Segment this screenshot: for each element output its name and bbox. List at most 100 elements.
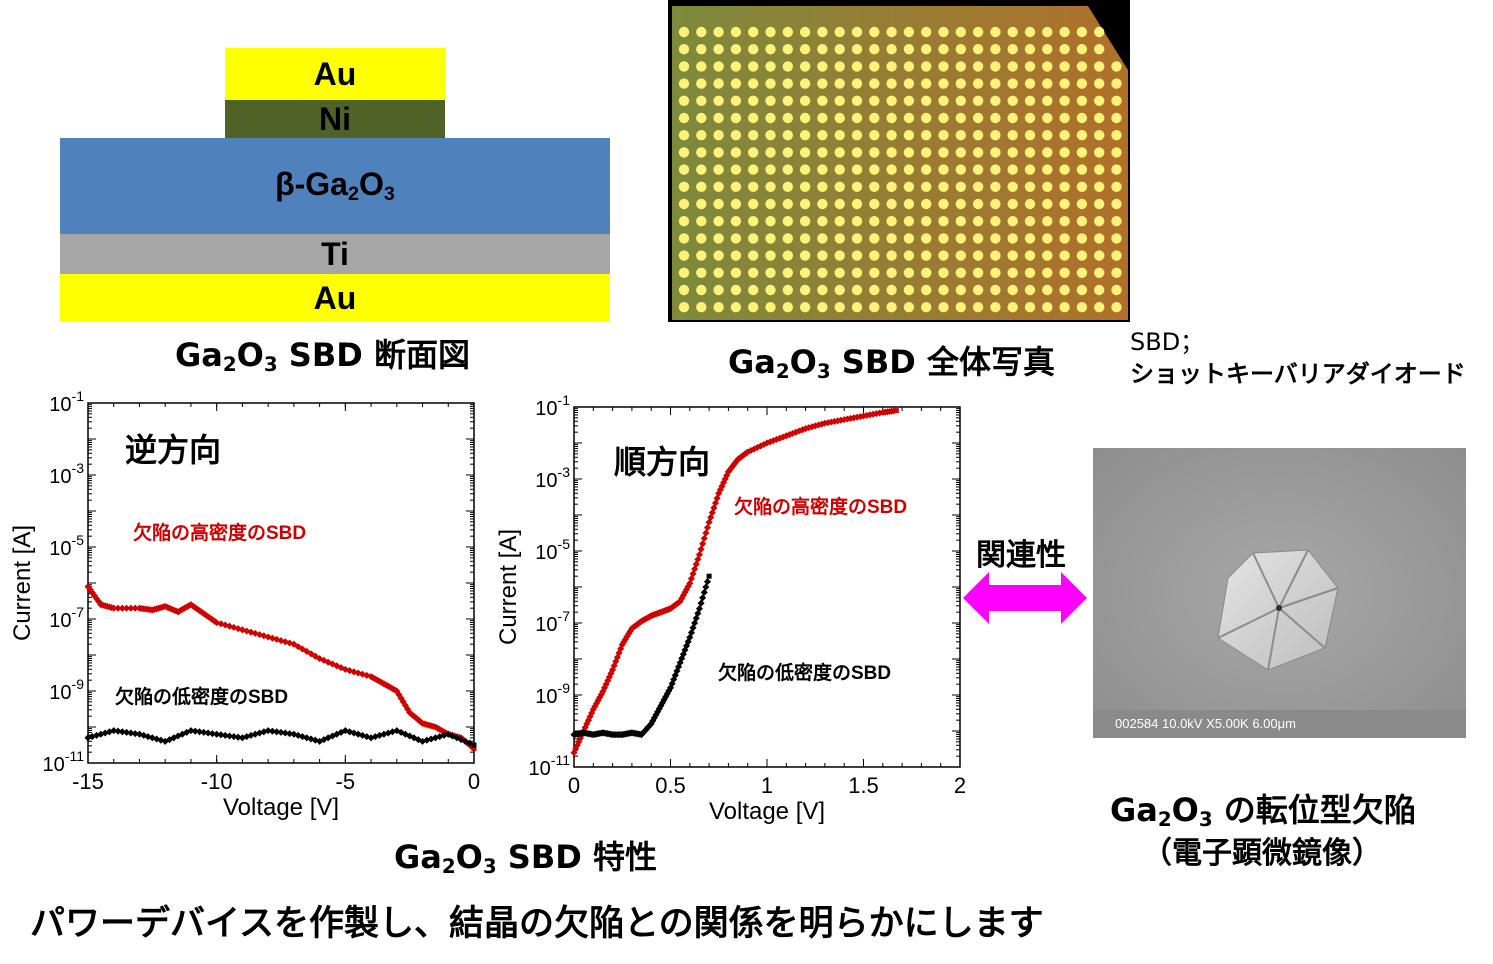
pad-dot	[1111, 284, 1122, 296]
pad-dot	[921, 164, 932, 175]
pad-dot	[696, 302, 707, 313]
device-photo-image	[672, 6, 1128, 320]
pad-dot	[678, 302, 690, 313]
pad-dot	[1042, 95, 1053, 107]
pad-dot	[921, 267, 932, 278]
x-tick-label: 1.5	[848, 773, 879, 798]
pad-dot	[765, 147, 776, 158]
pad-dot	[921, 95, 932, 107]
pad-dot	[1042, 164, 1053, 175]
data-point	[264, 727, 272, 735]
pad-dot	[938, 233, 949, 244]
pad-dot	[1042, 147, 1053, 158]
pad-dot	[1059, 302, 1070, 313]
pad-dot	[1042, 250, 1053, 261]
pad-dot	[1024, 302, 1036, 313]
pad-dot	[990, 181, 1001, 192]
pad-dot	[903, 284, 915, 296]
series-label-high: 欠陥の高密度のSBD	[734, 495, 907, 518]
pad-dot	[748, 181, 759, 192]
pad-dot	[869, 95, 880, 107]
pad-dot	[1094, 112, 1105, 124]
pad-dot	[713, 147, 724, 158]
pad-dot	[1076, 198, 1088, 210]
pad-dot	[1059, 181, 1070, 192]
pad-dot	[799, 147, 811, 158]
pad-dot	[851, 267, 863, 278]
pad-dot	[748, 250, 759, 261]
pad-dot	[1007, 26, 1018, 38]
pad-dot	[938, 147, 949, 158]
pad-dot	[834, 181, 845, 192]
pad-dot	[817, 78, 828, 89]
data-point	[471, 746, 477, 752]
pad-dot	[782, 250, 793, 261]
pad-dot	[1059, 250, 1070, 261]
pad-dot	[1059, 130, 1070, 141]
pad-dot	[990, 61, 1001, 72]
pad-dot	[972, 233, 984, 244]
pad-dot	[678, 216, 690, 227]
pad-dot	[851, 198, 863, 210]
pad-dot	[678, 198, 690, 210]
pad-dot	[1042, 233, 1053, 244]
data-point	[268, 727, 276, 735]
pad-dot	[938, 112, 949, 124]
y-tick-label: 10-11	[529, 752, 571, 780]
x-tick-label: 1	[761, 773, 773, 798]
pad-dot	[1042, 44, 1053, 55]
pad-dot	[1111, 198, 1122, 210]
pad-dot	[799, 250, 811, 261]
pad-dot	[1094, 78, 1105, 89]
pad-dot	[799, 181, 811, 192]
pad-dot	[1059, 95, 1070, 107]
pad-dot	[782, 164, 793, 175]
pad-dot	[886, 44, 897, 55]
pad-dot	[938, 44, 949, 55]
data-point	[225, 732, 234, 740]
pad-dot	[972, 284, 984, 296]
pad-dot	[817, 284, 828, 296]
series-label-low: 欠陥の低密度のSBD	[115, 685, 288, 708]
pad-dot	[1024, 216, 1036, 227]
pad-dot	[903, 26, 915, 38]
pad-dot	[834, 78, 845, 89]
pad-dot	[955, 198, 966, 210]
pad-dot	[1042, 198, 1053, 210]
layer-ni: Ni	[225, 100, 445, 138]
pad-dot	[1024, 61, 1036, 72]
pad-dot	[765, 164, 776, 175]
pad-dot	[955, 164, 966, 175]
pad-dot	[678, 233, 690, 244]
pad-dot	[955, 61, 966, 72]
pad-dot	[1042, 130, 1053, 141]
pad-dot	[1059, 164, 1070, 175]
pad-dot	[765, 250, 776, 261]
layer-au-bottom-label: Au	[313, 279, 357, 316]
y-tick-label: 10-7	[535, 608, 570, 636]
pad-dot	[1007, 233, 1018, 244]
layer-ga2o3-label: β-Ga2O3	[275, 166, 395, 205]
pad-dot	[730, 198, 742, 210]
pad-dot	[1111, 164, 1122, 175]
sem-caption-2: （電子顕微鏡像）	[1142, 836, 1382, 871]
sem-image-graphic: 002584 10.0kV X5.00K 6.00μm	[1093, 448, 1466, 738]
pad-dot	[782, 95, 793, 107]
pad-dot	[851, 61, 863, 72]
pad-dot	[765, 284, 776, 296]
pad-dot	[765, 130, 776, 141]
pad-dot	[990, 147, 1001, 158]
data-point	[466, 739, 474, 747]
pad-dot	[1007, 112, 1018, 124]
x-axis-label: Voltage [V]	[223, 794, 339, 821]
pad-dot	[1024, 164, 1036, 175]
direction-label: 逆方向	[125, 432, 221, 468]
layer-ti: Ti	[60, 234, 610, 274]
pad-dot	[730, 61, 742, 72]
pad-dot	[903, 164, 915, 175]
plot-frame	[573, 406, 961, 768]
pad-dot	[921, 181, 932, 192]
pad-dot	[782, 302, 793, 313]
pad-dot	[990, 267, 1001, 278]
pad-dot	[851, 112, 863, 124]
